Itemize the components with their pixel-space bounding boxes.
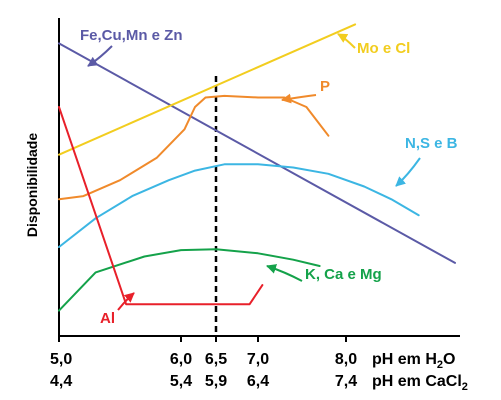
leader-arrow-n-s-b [395,157,421,187]
tick-label-h2o-1: 6,0 [170,351,192,368]
tick-label-cacl2-4: 7,4 [335,373,357,390]
x-axis-title-cacl2-sub: 2 [462,381,468,393]
series-label-p: P [320,78,330,95]
series-line-4 [58,248,321,312]
x-axis-ticks [58,336,347,342]
series-label-mo-cl: Mo e Cl [357,40,410,57]
tick-label-cacl2-3: 6,4 [247,373,269,390]
label-k-ca-mg: K, Ca e Mg [266,264,382,283]
series-line-0 [58,42,456,264]
series-line-1 [58,23,357,156]
leader-arrow-mo-cl [337,33,356,49]
series-layer [58,23,456,312]
leader-arrow-k-ca-mg [266,264,303,282]
tick-label-cacl2-0: 4,4 [50,373,72,390]
series-label-n-s-b: N,S e B [405,135,458,152]
tick-label-h2o-2: 6,5 [205,351,227,368]
tick-label-cacl2-2: 5,9 [205,373,227,390]
series-label-k-ca-mg: K, Ca e Mg [305,266,382,283]
tick-label-h2o-0: 5,0 [50,351,72,368]
label-p: P [281,78,330,104]
series-line-5 [58,106,264,306]
label-mo-cl: Mo e Cl [337,33,410,57]
series-line-3 [58,163,420,248]
x-axis-title-cacl2: pH em CaCl2 [372,373,468,393]
label-n-s-b: N,S e B [395,135,458,187]
label-al: Al [100,292,135,327]
x-axis-title-h2o-prefix: pH em H [372,351,437,368]
x-axis-title-h2o-sub: 2 [437,359,443,371]
label-fe-cu-mn-zn: Fe,Cu,Mn e Zn [80,27,183,67]
leader-arrow-al [117,292,135,311]
series-label-fe-cu-mn-zn: Fe,Cu,Mn e Zn [80,27,183,44]
leader-arrow-fe-cu-mn-zn [87,45,113,67]
tick-label-cacl2-1: 5,4 [170,373,192,390]
tick-label-h2o-4: 8,0 [335,351,357,368]
leader-arrow-p [281,93,317,104]
x-axis-title-h2o-suffix: O [443,351,455,368]
tick-label-h2o-3: 7,0 [247,351,269,368]
series-label-al: Al [100,310,115,327]
x-axis-title-h2o: pH em H2O [372,351,455,371]
x-axis-title-cacl2-prefix: pH em CaCl [372,373,462,390]
y-axis-title: Disponibilidade [24,133,40,237]
series-line-2 [58,94,330,201]
